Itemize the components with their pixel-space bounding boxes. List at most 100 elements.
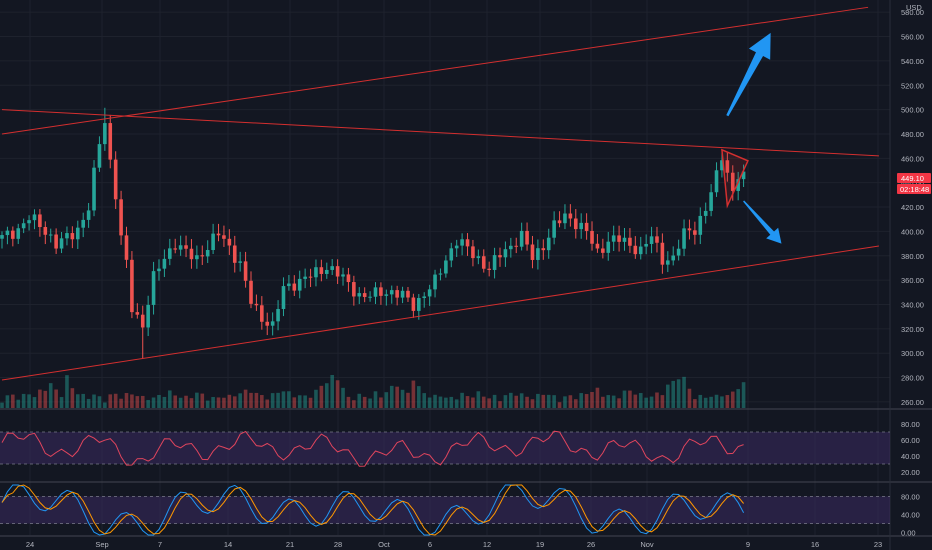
volume-bar <box>205 400 210 408</box>
volume-bar <box>509 392 513 408</box>
volume-bar <box>335 380 340 408</box>
price-tick-label: 460.00 <box>901 154 924 163</box>
price-tick-label: 340.00 <box>901 300 924 309</box>
candle-body <box>487 268 491 270</box>
candle-body <box>157 268 161 272</box>
time-tick-label: 7 <box>158 540 162 549</box>
volume-bar <box>411 380 416 408</box>
candle-body <box>682 228 686 249</box>
candlestick-series <box>0 107 746 359</box>
osc-tick-label: 0.00 <box>901 529 916 538</box>
candle-body <box>54 234 58 249</box>
candle-body <box>703 210 708 216</box>
volume-bar <box>146 399 150 408</box>
rsi-pane: 20.00 40.00 60.00 80.00 <box>0 420 920 477</box>
volume-bar <box>638 393 643 408</box>
time-tick-label: 9 <box>746 540 750 549</box>
candle-body <box>557 220 562 224</box>
trendline-lower-rising[interactable] <box>1 245 879 381</box>
volume-bar <box>124 393 129 408</box>
candle-body <box>519 230 524 247</box>
volume-bar <box>319 385 324 408</box>
volume-bar <box>427 397 432 408</box>
last-price-tag: 449.10 02:18:48 <box>897 173 931 194</box>
trendline-upper-rising[interactable] <box>1 6 869 135</box>
volume-bar <box>741 382 746 408</box>
volume-bar <box>162 396 167 408</box>
candle-body <box>341 274 345 277</box>
volume-bar <box>449 396 454 408</box>
candle-body <box>709 192 713 211</box>
volume-bar <box>703 397 708 408</box>
candle-body <box>324 269 329 274</box>
volume-bar <box>693 399 697 408</box>
volume-bar <box>584 394 589 408</box>
time-tick-label: 24 <box>26 540 34 549</box>
candle-body <box>243 261 248 281</box>
volume-bar <box>487 398 491 408</box>
candle-body <box>151 271 156 305</box>
price-axis[interactable]: USD 260.00 280.00 300.00 320.00 340.00 360.00… <box>901 3 924 407</box>
candle-body <box>503 249 508 258</box>
volume-bar <box>184 395 188 408</box>
candle-body <box>579 222 583 230</box>
volume-bar <box>606 395 611 408</box>
volume-bar <box>92 394 96 408</box>
volume-bar <box>32 397 37 408</box>
volume-bar <box>644 397 648 408</box>
candle-body <box>649 236 654 244</box>
last-price-value: 449.10 <box>901 174 924 183</box>
arrow-bearish-target[interactable] <box>743 200 782 244</box>
candle-body <box>741 171 746 180</box>
candle-body <box>481 256 486 269</box>
volume-bar <box>276 392 280 408</box>
candle-body <box>195 255 199 260</box>
candle-body <box>433 274 437 290</box>
candle-body <box>287 283 291 287</box>
candle-body <box>0 235 4 239</box>
candle-body <box>260 305 264 322</box>
volume-bar <box>379 397 383 408</box>
candle-body <box>628 237 632 246</box>
time-tick-label: 19 <box>536 540 544 549</box>
candle-body <box>43 227 48 235</box>
volume-bar <box>400 389 405 408</box>
candle-body <box>330 266 334 270</box>
candle-body <box>465 239 470 247</box>
time-axis[interactable]: 24 Sep 7 14 21 28 Oct 6 12 19 26 Nov 9 16 23 <box>26 540 882 549</box>
trendline-drawings[interactable] <box>1 6 879 381</box>
price-tick-label: 480.00 <box>901 130 924 139</box>
trendline-descending[interactable] <box>1 109 879 157</box>
candle-body <box>622 237 627 242</box>
volume-bar <box>465 396 470 408</box>
candle-body <box>232 245 237 263</box>
candle-body <box>417 298 421 311</box>
candle-body <box>352 282 356 297</box>
candle-body <box>16 228 21 239</box>
volume-bar <box>140 395 145 408</box>
volume-bar <box>81 393 85 408</box>
volume-bar <box>503 395 508 408</box>
arrow-bullish-target[interactable] <box>726 32 771 117</box>
candle-body <box>27 220 31 224</box>
pennant-triangle[interactable] <box>721 148 749 209</box>
volume-bar <box>476 391 481 408</box>
candle-body <box>660 242 665 265</box>
osc-tick-label: 40.00 <box>901 452 920 461</box>
candle-body <box>113 159 118 200</box>
candle-body <box>119 199 123 236</box>
candle-body <box>373 287 378 297</box>
candle-body <box>444 260 448 274</box>
volume-bar <box>43 390 48 408</box>
volume-bar <box>395 386 399 408</box>
time-tick-label: 16 <box>811 540 819 549</box>
volume-bar <box>671 380 676 408</box>
candle-body <box>671 255 676 261</box>
candle-body <box>606 241 611 253</box>
candle-body <box>103 123 107 145</box>
candle-body <box>146 304 150 328</box>
candle-body <box>389 290 394 295</box>
osc-band-fill <box>0 496 890 524</box>
time-tick-label: 6 <box>428 540 432 549</box>
